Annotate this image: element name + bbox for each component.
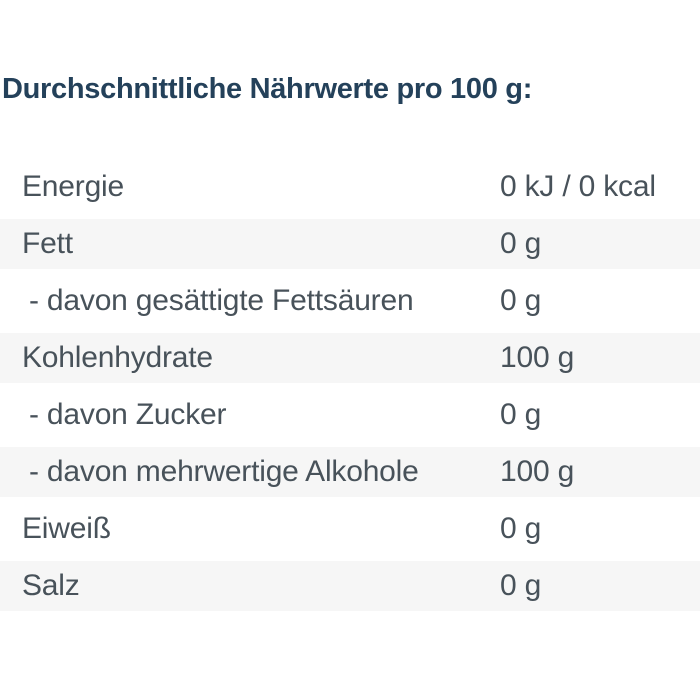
nutrient-label: - davon Zucker [29,398,227,431]
nutrient-value: 0 g [500,227,542,260]
nutrient-label: Energie [22,170,125,203]
nutrient-label: Fett [22,227,73,260]
nutrient-label: Eiweiß [22,512,111,545]
nutrient-value: 0 kJ / 0 kcal [500,170,656,203]
table-row: - davon Zucker 0 g [0,390,700,440]
table-row: - davon mehrwertige Alkohole 100 g [0,447,700,497]
nutrient-label: - davon mehrwertige Alkohole [29,455,419,488]
nutrient-value: 100 g [500,341,575,374]
nutrient-value: 100 g [500,455,575,488]
nutrient-label: Salz [22,569,80,602]
nutrient-value: 0 g [500,284,542,317]
table-row: - davon gesättigte Fettsäuren 0 g [0,276,700,326]
page-title: Durchschnittliche Nährwerte pro 100 g: [2,73,533,105]
table-row: Eiweiß 0 g [0,504,700,554]
table-row: Kohlenhydrate 100 g [0,333,700,383]
table-row: Energie 0 kJ / 0 kcal [0,162,700,212]
nutrient-value: 0 g [500,569,542,602]
nutrient-label: Kohlenhydrate [22,341,213,374]
table-row: Salz 0 g [0,561,700,611]
table-row: Fett 0 g [0,219,700,269]
nutrient-value: 0 g [500,398,542,431]
nutrient-label: - davon gesättigte Fettsäuren [29,284,414,317]
nutrition-table: Energie 0 kJ / 0 kcal Fett 0 g - davon g… [0,162,700,618]
nutrient-value: 0 g [500,512,542,545]
